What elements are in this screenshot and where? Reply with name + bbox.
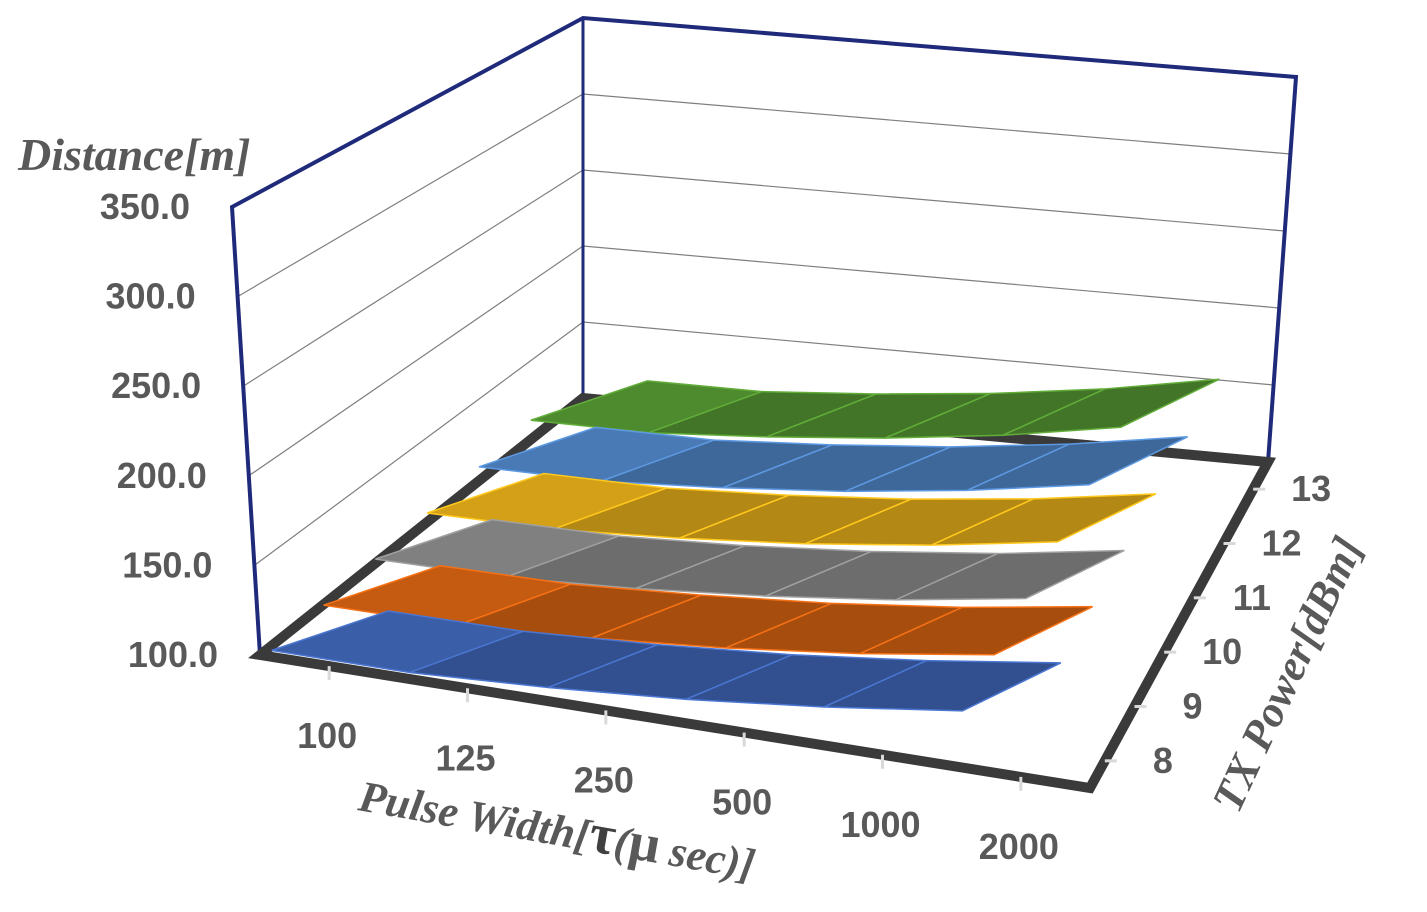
series-ribbon-13dbm (530, 378, 1220, 439)
x-axis-title: Pulse Width[τ(μ sec)] (354, 762, 761, 893)
y-tick-label: 8 (1153, 740, 1173, 781)
ribbon-segment (966, 436, 1188, 492)
x-tick-label: 500 (712, 782, 772, 823)
z-tick-label: 150.0 (122, 544, 212, 585)
y-axis-title: TX Power[dBm] (1203, 529, 1373, 819)
gridline (231, 17, 1297, 208)
x-axis-title-prefix: Pulse Width[ (354, 771, 596, 860)
gridline (242, 169, 1285, 387)
x-tick-label: 100 (297, 715, 357, 756)
z-tick-label: 200.0 (117, 455, 207, 496)
x-tick-label: 2000 (979, 826, 1059, 867)
y-tick-label: 9 (1182, 686, 1202, 727)
series-ribbon-11dbm (426, 472, 1157, 546)
y-tick-label: 11 (1233, 577, 1271, 618)
ribbon-segment (823, 659, 1062, 712)
series-ribbon-12dbm (478, 426, 1188, 493)
y-tick-label: 13 (1291, 468, 1331, 509)
ribbon-segment (931, 493, 1157, 546)
gridline (237, 93, 1291, 298)
chart-frame (229, 15, 1299, 794)
y-tick-label: 10 (1202, 631, 1242, 672)
x-tick-label: 250 (574, 759, 634, 800)
x-axis-title-suffix: sec)] (655, 824, 759, 889)
ribbon-segment (895, 549, 1125, 601)
x-tick-label: 125 (435, 737, 495, 778)
z-tick-label: 300.0 (106, 276, 196, 317)
z-tick-label: 100.0 (128, 634, 218, 675)
ribbon-segment (859, 605, 1093, 656)
floor-frame (248, 392, 1277, 794)
z-axis-title: Distance[m] (17, 129, 251, 180)
series-ribbon-10dbm (375, 518, 1125, 601)
series-ribbon-8dbm (271, 610, 1062, 712)
chart-ticks: 350.0 300.0 250.0 200.0 150.0 100.0 100 125 250 5… (100, 186, 1331, 867)
ribbon-segment (1002, 378, 1220, 436)
x-tick-label: 1000 (840, 804, 920, 845)
z-tick-label: 250.0 (111, 365, 201, 406)
y-tick-label: 12 (1261, 523, 1301, 564)
z-tick-label: 350.0 (100, 186, 190, 227)
chart-series (271, 378, 1220, 712)
series-ribbon-9dbm (323, 565, 1093, 656)
